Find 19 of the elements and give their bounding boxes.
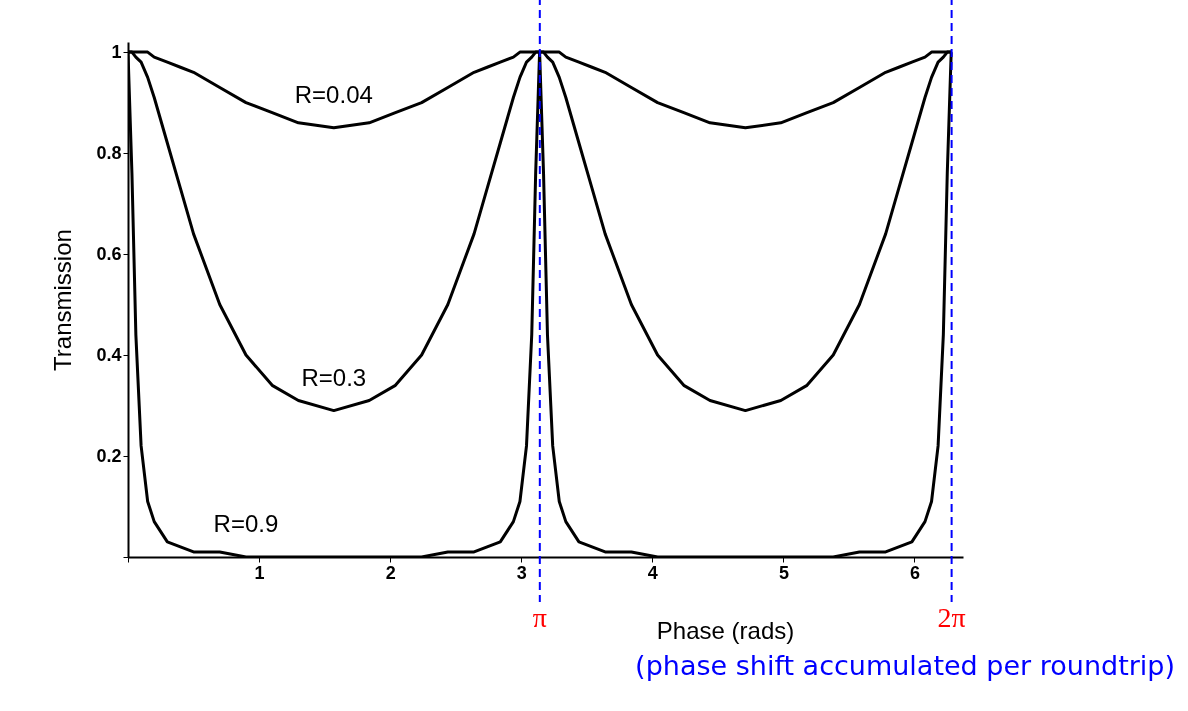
series-label: R=0.04 <box>294 80 373 108</box>
y-tick-label: 0.8 <box>96 142 122 163</box>
x-tick-label: 4 <box>647 562 658 583</box>
text: (phase shift accumulated per roundtrip) <box>635 650 1175 681</box>
series-label: R=0.3 <box>301 363 367 391</box>
y-tick-label: 0.2 <box>96 445 122 466</box>
x-tick-label: 5 <box>778 562 789 583</box>
y-tick-label: 0.4 <box>96 344 122 365</box>
x-axis-title: Phase (rads) <box>656 616 795 644</box>
x-tick-label: 6 <box>909 562 921 583</box>
ref-line-label: π <box>532 602 547 633</box>
series-label: R=0.9 <box>213 510 279 537</box>
x-tick-label: 3 <box>516 562 527 583</box>
x-tick-label: 2 <box>385 562 396 583</box>
ref-line-label: 2π <box>937 602 966 633</box>
y-tick-label: 0.6 <box>96 243 122 264</box>
x-tick-label: 1 <box>254 562 265 583</box>
y-axis-title: Transmission <box>49 229 77 371</box>
y-tick-label: 1 <box>111 41 122 62</box>
